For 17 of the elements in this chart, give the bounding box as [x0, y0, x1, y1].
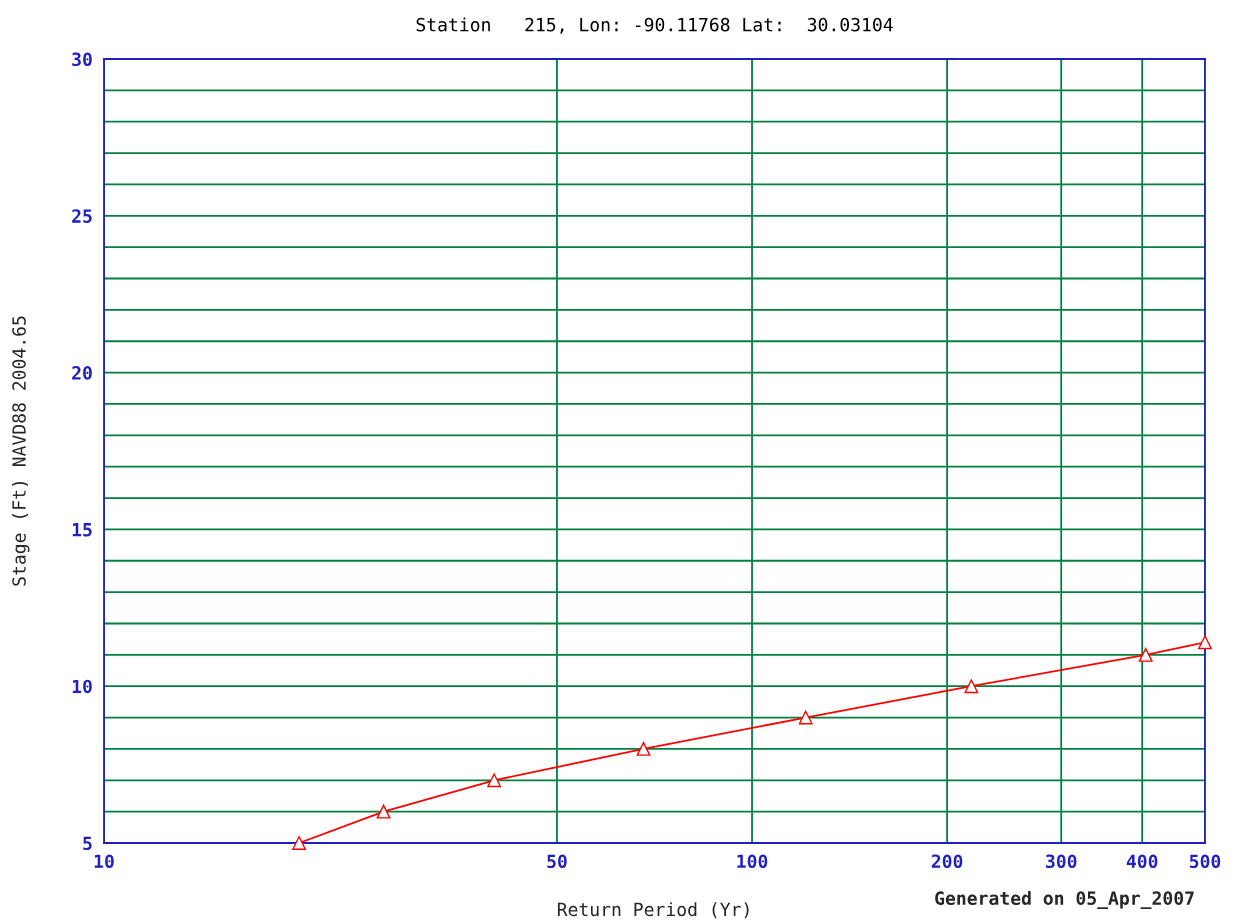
y-tick-label: 20	[72, 366, 92, 380]
x-axis-title: Return Period (Yr)	[557, 902, 749, 919]
y-tick-label: 25	[72, 209, 92, 223]
y-tick-label: 30	[72, 52, 92, 67]
y-tick-label: 5	[83, 836, 92, 851]
text: Generated on 05_Apr_2007	[935, 891, 1194, 909]
chart-title: Station 215, Lon: -90.11768 Lat: 30.03104	[416, 17, 893, 34]
x-tick-label: 200	[931, 854, 963, 869]
y-tick-label: 15	[72, 523, 92, 537]
x-tick-label: 400	[1126, 854, 1158, 869]
x-tick-label: 500	[1189, 854, 1221, 869]
x-tick-label: 300	[1046, 854, 1077, 869]
x-tick-label: 100	[737, 854, 768, 869]
x-tick-label: 50	[547, 854, 567, 869]
y-tick-label: 10	[72, 679, 92, 694]
y-axis-title: Stage (Ft) NAVD88 2004.65	[11, 316, 30, 586]
x-tick-label: 10	[94, 854, 114, 869]
